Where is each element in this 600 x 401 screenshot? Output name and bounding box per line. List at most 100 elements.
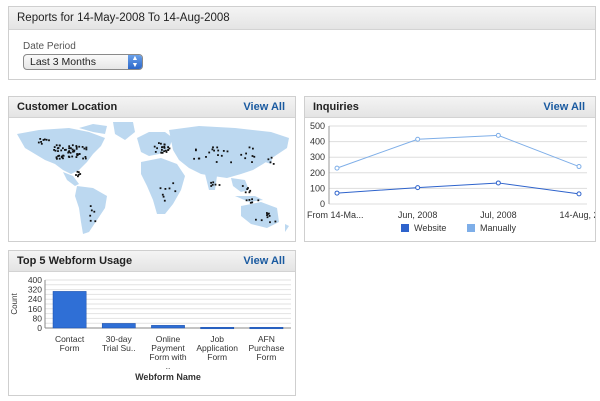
location-dot (210, 185, 213, 187)
location-dot (240, 153, 243, 156)
location-dot (252, 147, 254, 150)
location-dot (251, 198, 253, 201)
location-dot (268, 215, 271, 217)
location-dot (162, 195, 165, 198)
date-period-select[interactable]: Last 3 Months ▲ ▼ (23, 54, 143, 70)
date-period-value: Last 3 Months (30, 56, 96, 68)
location-dot (211, 183, 214, 186)
location-dot (163, 199, 166, 202)
location-dot (248, 191, 251, 194)
location-dot (53, 149, 55, 151)
location-dot (82, 157, 84, 160)
date-period-label: Date Period (23, 41, 76, 52)
location-dot (71, 148, 74, 151)
location-dot (77, 171, 80, 174)
location-dot (230, 161, 232, 164)
location-dot (164, 188, 167, 190)
location-dot (167, 146, 169, 148)
webform-usage-panel: Top 5 Webform Usage View All 0 80 160 240 32… (8, 250, 296, 396)
inquiries-series-manually-line (336, 134, 580, 169)
webform-y-tick: 320 (28, 285, 42, 295)
location-dot (160, 142, 162, 145)
location-dot (45, 138, 48, 141)
location-dot (218, 184, 221, 186)
customer-location-panel: Customer Location View All (8, 96, 296, 242)
webform-x-axis-label: Webform Name (135, 372, 201, 382)
location-dot (211, 148, 214, 151)
inquiries-x-tick: 14-Aug, 2 (559, 210, 595, 220)
webform-category-label: Payment (151, 343, 185, 353)
location-dot (84, 157, 87, 160)
location-dot (253, 155, 256, 158)
inquiries-x-tick: Jun, 2008 (398, 210, 438, 220)
location-dot (62, 147, 64, 150)
location-dot (71, 155, 74, 158)
location-dot (81, 146, 84, 148)
world-map (17, 122, 289, 234)
location-dot (220, 154, 223, 157)
location-dot (60, 149, 63, 152)
location-dot (75, 147, 78, 150)
location-dot (154, 151, 157, 153)
location-dot (71, 144, 74, 147)
inquiries-panel: Inquiries View All 0 100 200 300 400 500 From… (304, 96, 599, 242)
location-dot (214, 183, 217, 186)
location-dot (75, 174, 77, 176)
location-dot (54, 149, 57, 152)
location-dot (217, 149, 220, 152)
location-dot (248, 146, 251, 149)
webform-bar (249, 327, 284, 330)
location-dot (172, 182, 175, 185)
location-dot (167, 149, 169, 151)
location-dot (58, 157, 61, 160)
location-dot (248, 199, 251, 201)
inquiries-website-point (415, 185, 421, 191)
location-dot (160, 151, 163, 154)
location-dot (165, 151, 168, 153)
webform-bar (151, 325, 185, 329)
location-dot (56, 157, 58, 160)
webform-category-label: AFN (258, 334, 275, 344)
location-dot (57, 155, 60, 157)
location-dot (168, 187, 171, 190)
location-dot (270, 156, 273, 159)
inquiries-y-tick: 200 (310, 168, 325, 178)
location-dot (269, 161, 272, 164)
location-dot (48, 139, 50, 142)
select-arrows-icon: ▲ ▼ (128, 55, 142, 69)
location-dot (274, 220, 277, 223)
inquiries-website-point (495, 180, 501, 186)
webform-y-tick: 240 (28, 294, 42, 304)
location-dot (89, 219, 92, 222)
webform-y-tick: 0 (37, 323, 42, 333)
location-dot (73, 150, 75, 153)
location-dot (163, 145, 166, 148)
customer-location-dots (37, 138, 277, 224)
location-dot (43, 138, 46, 141)
location-dot (84, 156, 87, 158)
location-dot (62, 154, 64, 157)
location-dot (249, 201, 252, 204)
location-dot (58, 144, 61, 147)
location-dot (260, 219, 263, 222)
webform-usage-view-all-link[interactable]: View All (243, 255, 285, 267)
location-dot (75, 145, 78, 147)
webform-category-label: Trial Su.. (102, 343, 136, 353)
location-dot (195, 149, 197, 152)
legend-website-swatch (401, 224, 409, 232)
inquiries-view-all-link[interactable]: View All (543, 101, 585, 113)
location-dot (210, 181, 212, 184)
customer-location-title: Customer Location (17, 101, 118, 113)
location-dot (246, 188, 249, 190)
location-dot (269, 221, 271, 224)
webform-category-label: Form (207, 352, 227, 362)
location-dot (241, 185, 244, 187)
location-dot (193, 157, 195, 160)
customer-location-view-all-link[interactable]: View All (243, 101, 285, 113)
location-dot (249, 189, 252, 192)
webform-bar (52, 291, 87, 329)
location-dot (78, 153, 81, 155)
location-dot (266, 213, 269, 216)
webform-y-axis-label: Count (10, 293, 19, 315)
